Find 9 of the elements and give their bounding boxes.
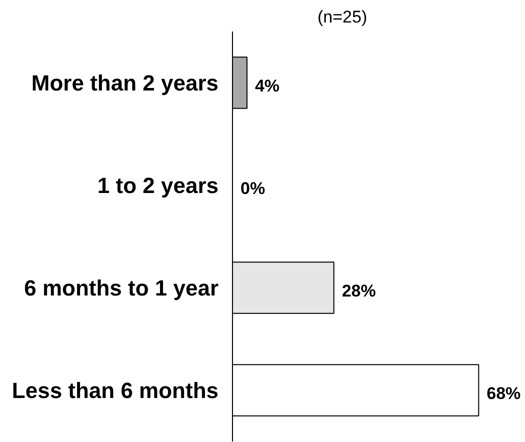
data-label: 4% [254, 76, 280, 96]
y-tick-label: 1 to 2 years [97, 172, 219, 198]
y-tick-label: Less than 6 months [12, 378, 218, 403]
chart-subtitle: (n=25) [318, 8, 368, 26]
data-label: 68% [486, 384, 521, 403]
y-tick-label: More than 2 years [31, 70, 219, 96]
y-tick-label: 6 months to 1 year [24, 275, 219, 300]
data-label: 0% [240, 178, 266, 198]
data-label: 28% [342, 281, 376, 300]
